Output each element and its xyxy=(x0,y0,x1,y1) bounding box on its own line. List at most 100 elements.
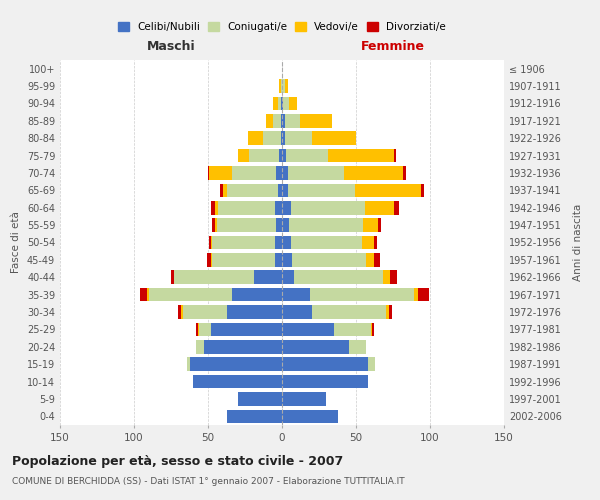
Bar xyxy=(282,322,334,336)
Bar xyxy=(140,288,148,302)
Bar xyxy=(275,253,282,266)
Bar xyxy=(181,305,183,319)
Bar xyxy=(238,392,282,406)
Bar xyxy=(394,149,396,162)
Bar xyxy=(285,114,300,128)
Bar xyxy=(292,253,367,266)
Bar xyxy=(248,132,263,145)
Bar xyxy=(275,236,282,250)
Bar xyxy=(285,80,288,93)
Bar xyxy=(217,218,276,232)
Bar xyxy=(276,218,282,232)
Bar xyxy=(276,166,282,180)
Bar xyxy=(372,322,374,336)
Bar xyxy=(349,340,367,353)
Bar xyxy=(282,218,289,232)
Text: Popolazione per età, sesso e stato civile - 2007: Popolazione per età, sesso e stato civil… xyxy=(12,455,343,468)
Bar xyxy=(196,340,203,353)
Bar xyxy=(273,114,281,128)
Bar xyxy=(227,184,278,197)
Bar xyxy=(414,288,418,302)
Bar xyxy=(223,184,227,197)
Bar xyxy=(365,201,394,214)
Bar xyxy=(171,270,174,284)
Bar xyxy=(215,218,217,232)
Bar xyxy=(197,322,199,336)
Bar xyxy=(282,236,291,250)
Bar xyxy=(193,375,282,388)
Bar xyxy=(209,166,232,180)
Bar xyxy=(212,218,215,232)
Bar xyxy=(291,201,365,214)
Bar xyxy=(282,166,288,180)
Bar xyxy=(232,166,276,180)
Bar xyxy=(282,80,285,93)
Bar xyxy=(403,166,406,180)
Bar xyxy=(291,236,362,250)
Bar xyxy=(394,201,399,214)
Bar xyxy=(285,132,311,145)
Text: COMUNE DI BERCHIDDA (SS) - Dati ISTAT 1° gennaio 2007 - Elaborazione TUTTITALIA.: COMUNE DI BERCHIDDA (SS) - Dati ISTAT 1°… xyxy=(12,478,404,486)
Bar xyxy=(187,358,190,371)
Bar xyxy=(367,253,374,266)
Bar xyxy=(383,270,390,284)
Bar xyxy=(212,253,275,266)
Bar xyxy=(282,288,310,302)
Bar xyxy=(282,253,292,266)
Bar xyxy=(215,201,218,214)
Bar xyxy=(220,184,223,197)
Bar xyxy=(273,96,278,110)
Bar xyxy=(281,114,282,128)
Bar xyxy=(282,340,349,353)
Bar xyxy=(218,201,275,214)
Bar xyxy=(288,166,344,180)
Bar xyxy=(211,322,282,336)
Bar xyxy=(282,114,285,128)
Bar xyxy=(208,166,209,180)
Bar xyxy=(282,270,294,284)
Bar xyxy=(279,149,282,162)
Bar xyxy=(282,201,291,214)
Bar xyxy=(227,410,282,423)
Bar xyxy=(311,305,386,319)
Bar xyxy=(374,253,380,266)
Bar xyxy=(254,270,282,284)
Bar xyxy=(266,114,273,128)
Bar xyxy=(282,96,283,110)
Bar xyxy=(174,270,254,284)
Bar xyxy=(282,305,311,319)
Legend: Celibi/Nubili, Coniugati/e, Vedovi/e, Divorziati/e: Celibi/Nubili, Coniugati/e, Vedovi/e, Di… xyxy=(114,18,450,36)
Bar xyxy=(389,305,392,319)
Bar xyxy=(286,149,328,162)
Bar xyxy=(278,96,281,110)
Bar xyxy=(190,358,282,371)
Bar xyxy=(148,288,149,302)
Bar xyxy=(203,340,282,353)
Bar xyxy=(288,184,355,197)
Text: Femmine: Femmine xyxy=(361,40,425,53)
Bar xyxy=(282,184,288,197)
Bar xyxy=(362,236,374,250)
Bar xyxy=(178,305,181,319)
Bar xyxy=(281,96,282,110)
Bar xyxy=(344,166,403,180)
Bar xyxy=(418,288,428,302)
Bar xyxy=(311,132,356,145)
Bar xyxy=(212,236,275,250)
Bar xyxy=(300,114,332,128)
Text: Maschi: Maschi xyxy=(146,40,196,53)
Bar xyxy=(328,149,394,162)
Bar xyxy=(238,149,250,162)
Bar xyxy=(310,288,414,302)
Bar xyxy=(364,218,378,232)
Bar xyxy=(282,392,326,406)
Bar xyxy=(386,305,389,319)
Bar xyxy=(209,236,211,250)
Bar xyxy=(196,322,197,336)
Bar xyxy=(278,184,282,197)
Bar xyxy=(227,305,282,319)
Bar xyxy=(283,96,289,110)
Bar xyxy=(275,201,282,214)
Bar xyxy=(390,270,397,284)
Bar xyxy=(183,305,227,319)
